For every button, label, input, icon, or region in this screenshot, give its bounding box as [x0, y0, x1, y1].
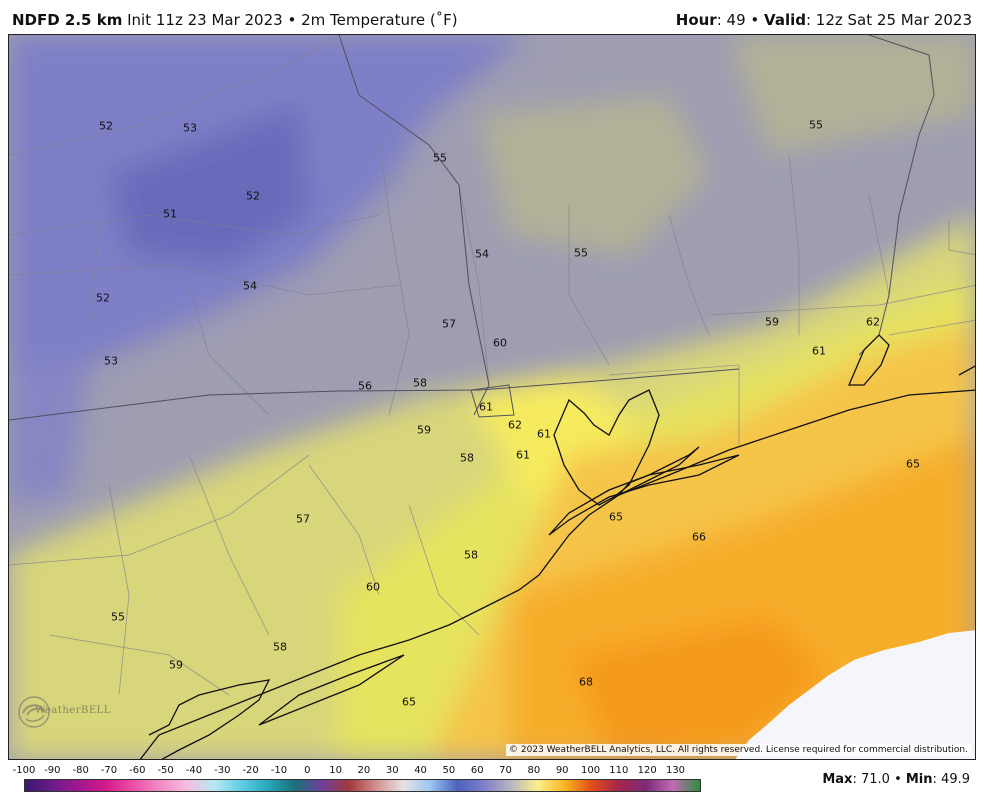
temperature-value: 55 [111, 610, 125, 624]
colorbar-tick-label: -80 [72, 765, 89, 776]
copyright-notice: © 2023 WeatherBELL Analytics, LLC. All r… [506, 744, 971, 756]
swirl-icon [18, 696, 50, 728]
temperature-value: 55 [574, 246, 588, 260]
header-right: Hour: 49 • Valid: 12z Sat 25 Mar 2023 [676, 11, 972, 29]
max-value: : 71.0 [852, 772, 890, 787]
temperature-value: 60 [493, 336, 507, 350]
stats-separator: • [894, 772, 902, 787]
colorbar-tick-label: -40 [185, 765, 203, 776]
temperature-value: 65 [906, 457, 920, 471]
coastline [139, 334, 975, 759]
temperature-value: 52 [99, 119, 113, 133]
model-name: NDFD 2.5 km [12, 11, 123, 29]
colorbar-tick-label: 80 [527, 765, 541, 776]
temperature-value: 52 [246, 189, 260, 203]
colorbar-tick-label: -90 [44, 765, 61, 776]
temperature-value: 53 [183, 121, 197, 135]
temperature-value: 65 [402, 695, 416, 709]
min-label: Min [905, 772, 933, 787]
colorbar-tick-label: 110 [609, 765, 629, 776]
temperature-value: 66 [692, 530, 706, 544]
colorbar-tick-labels: -100 -90 -80 -70 -60 -50 -40 -30 -20 -10 0 10 20 30 40… [0, 765, 984, 779]
max-min-stats: Max: 71.0 • Min: 49.9 [822, 772, 970, 787]
temperature-value: 65 [609, 510, 623, 524]
temperature-shading [9, 35, 975, 759]
header-separator: • [287, 11, 297, 29]
colorbar-tick-label: 70 [499, 765, 512, 776]
header-separator-2: • [750, 11, 760, 29]
colorbar-tick-label: -70 [100, 765, 118, 776]
map-field [9, 35, 975, 759]
colorbar [24, 779, 701, 792]
temperature-value: 60 [366, 580, 380, 594]
colorbar-tick-label: 90 [555, 765, 569, 776]
temperature-value: 61 [812, 344, 826, 358]
temperature-value: 61 [479, 400, 493, 414]
colorbar-tick-label: -60 [129, 765, 146, 776]
colorbar-tick-label: 30 [385, 765, 399, 776]
hour-label: Hour [675, 11, 717, 29]
header-left: NDFD 2.5 km Init 11z 23 Mar 2023 • 2m Te… [12, 11, 458, 29]
colorbar-tick-label: 130 [665, 765, 686, 776]
no-data-area [735, 630, 975, 759]
min-value: : 49.9 [932, 772, 970, 787]
temperature-value: 61 [516, 448, 530, 462]
temperature-map[interactable]: 52 53 55 55 51 52 54 55 52 54 57 60 59 6… [8, 34, 976, 760]
weatherbell-logo: WeatherBELL [17, 695, 117, 735]
hour-value: : 49 [716, 11, 746, 29]
temperature-value: 62 [508, 418, 522, 432]
colorbar-tick-label: 10 [329, 765, 342, 776]
temperature-value: 51 [163, 207, 177, 221]
colorbar-tick-label: 100 [580, 765, 601, 776]
field-name: 2m Temperature (˚F) [301, 11, 458, 29]
temperature-value: 57 [296, 512, 310, 526]
colorbar-tick-label: 40 [414, 765, 427, 776]
colorbar-tick-label: 120 [637, 765, 657, 776]
colorbar-legend: -100 -90 -80 -70 -60 -50 -40 -30 -20 -10 0 10 20 30 40… [0, 760, 984, 808]
temperature-value: 68 [579, 675, 593, 689]
temperature-value: 61 [537, 427, 551, 441]
temperature-value: 59 [417, 423, 431, 437]
temperature-value: 55 [433, 151, 447, 165]
temperature-value: 55 [809, 118, 823, 132]
temperature-value: 58 [464, 548, 478, 562]
colorbar-tick-label: 50 [442, 765, 456, 776]
temperature-value: 62 [866, 315, 880, 329]
logo-text: WeatherBELL [35, 705, 111, 716]
map-header: NDFD 2.5 km Init 11z 23 Mar 2023 • 2m Te… [0, 0, 984, 34]
valid-label: Valid [764, 11, 806, 29]
valid-value: : 12z Sat 25 Mar 2023 [805, 11, 972, 29]
temperature-value: 57 [442, 317, 456, 331]
temperature-value: 54 [243, 279, 257, 293]
temperature-value: 52 [96, 291, 110, 305]
temperature-value: 59 [169, 658, 183, 672]
init-time: Init 11z 23 Mar 2023 [127, 11, 283, 29]
colorbar-tick-label: -50 [157, 765, 174, 776]
colorbar-tick-label: -30 [214, 765, 231, 776]
temperature-value: 58 [273, 640, 287, 654]
colorbar-tick-label: 0 [304, 765, 311, 776]
colorbar-tick-label: 20 [357, 765, 371, 776]
temperature-value: 58 [460, 451, 474, 465]
temperature-value: 59 [765, 315, 779, 329]
colorbar-tick-label: -20 [242, 765, 259, 776]
county-borders [9, 35, 975, 696]
state-borders [9, 35, 935, 421]
temperature-value: 54 [475, 247, 489, 261]
temperature-value: 53 [104, 354, 118, 368]
temperature-value: 56 [358, 379, 372, 393]
temperature-value: 58 [413, 376, 427, 390]
max-label: Max [822, 772, 853, 787]
colorbar-tick-label: -10 [270, 765, 288, 776]
colorbar-tick-label: 60 [470, 765, 484, 776]
colorbar-tick-label: -100 [12, 765, 36, 776]
